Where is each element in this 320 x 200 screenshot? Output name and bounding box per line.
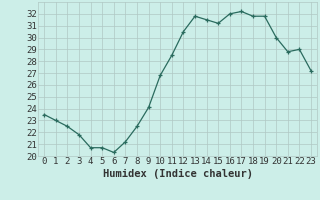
X-axis label: Humidex (Indice chaleur): Humidex (Indice chaleur): [103, 169, 252, 179]
